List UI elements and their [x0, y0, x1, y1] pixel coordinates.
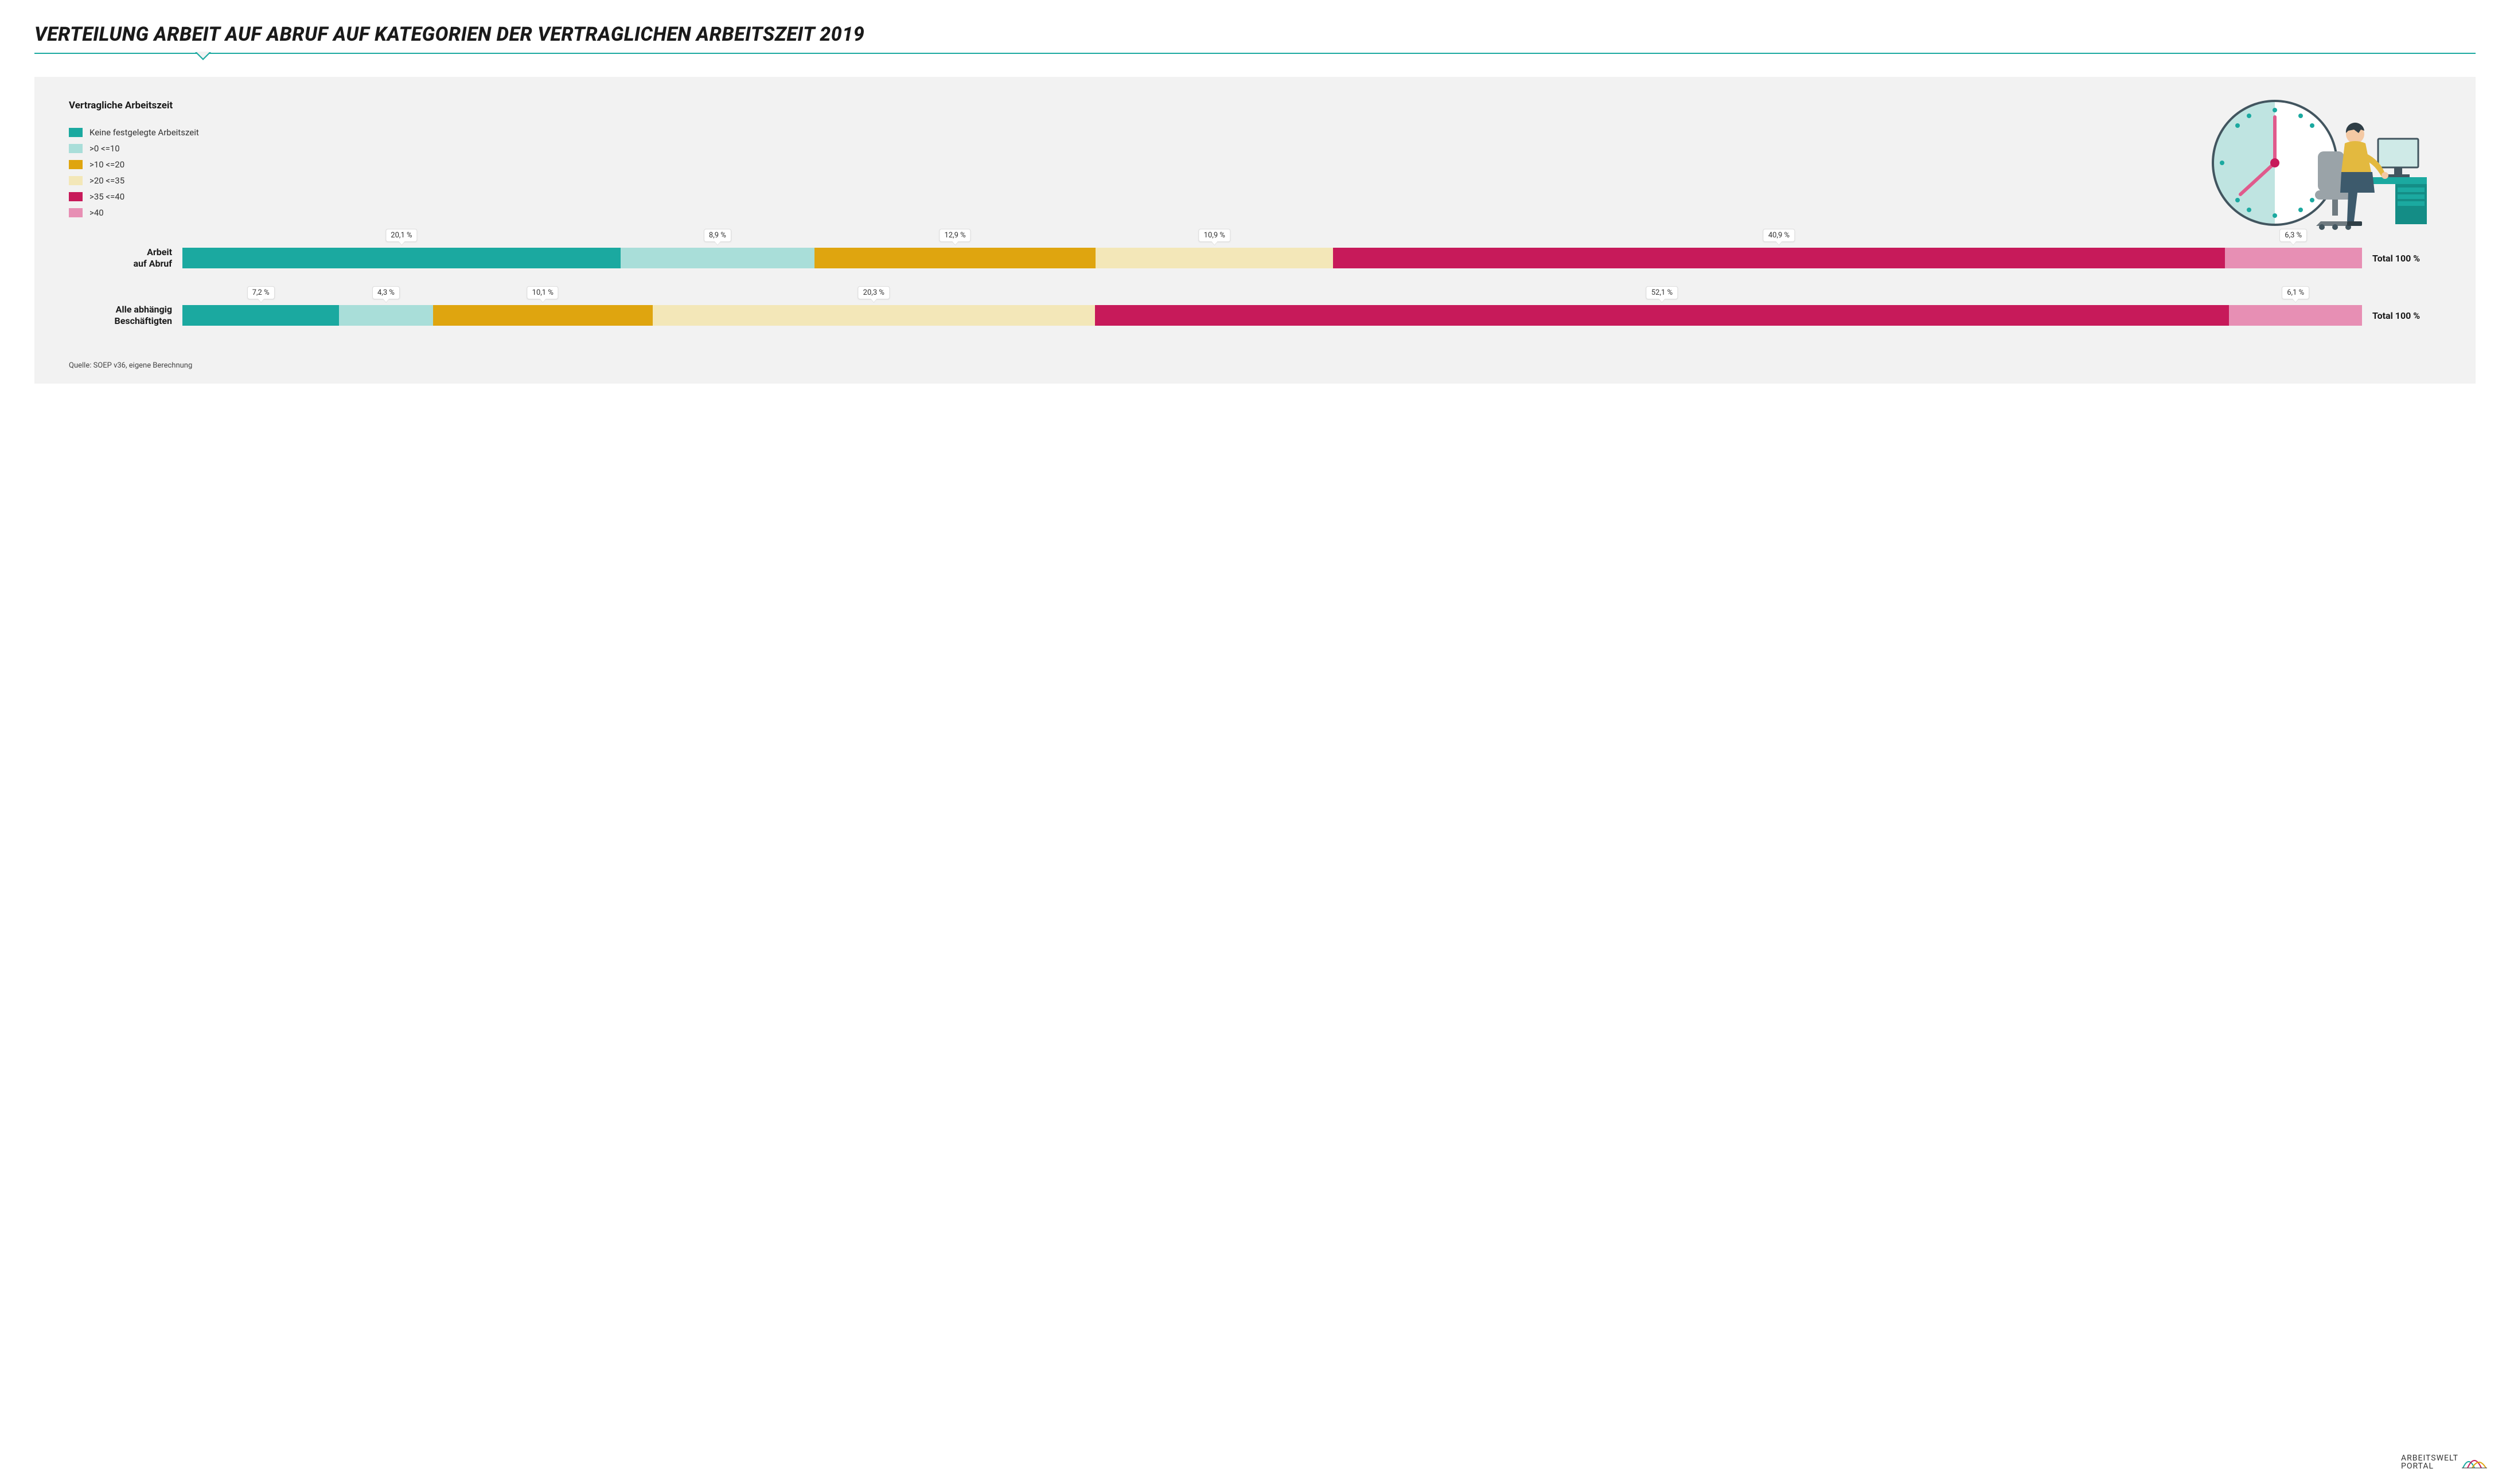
segment-value-label: 7,2 % [247, 286, 275, 299]
chart-panel: Vertragliche Arbeitszeit Keine festgeleg… [34, 77, 2476, 384]
brand-logo: ARBEITSWELT PORTAL [2401, 1454, 2487, 1470]
segment-value-label: 6,3 % [2279, 229, 2307, 242]
bar-track: 20,1 %8,9 %12,9 %10,9 %40,9 %6,3 % [182, 248, 2362, 268]
bar-segment: 10,1 % [433, 305, 653, 326]
bar-segment: 40,9 % [1333, 248, 2224, 268]
legend-label: >40 [89, 208, 104, 218]
source-text: Quelle: SOEP v36, eigene Berechnung [69, 361, 2441, 370]
bar-segment: 8,9 % [621, 248, 814, 268]
segment-value-label: 6,1 % [2282, 286, 2309, 299]
legend-swatch [69, 176, 83, 185]
legend-item: >40 [69, 208, 2441, 218]
bar-segment: 4,3 % [339, 305, 432, 326]
bar-total-label: Total 100 % [2372, 310, 2441, 321]
divider-line [34, 53, 2476, 54]
legend-item: >20 <=35 [69, 175, 2441, 186]
segment-value-label: 20,3 % [858, 286, 890, 299]
bar-total-label: Total 100 % [2372, 253, 2441, 264]
bar-segment: 20,1 % [182, 248, 621, 268]
legend-swatch [69, 160, 83, 169]
segment-value-label: 8,9 % [704, 229, 731, 242]
legend-label: Keine festgelegte Arbeitszeit [89, 127, 199, 138]
bar-row: Arbeitauf Abruf 20,1 %8,9 %12,9 %10,9 %40… [69, 247, 2441, 270]
segment-value-label: 20,1 % [385, 229, 417, 242]
legend-item: Keine festgelegte Arbeitszeit [69, 127, 2441, 138]
legend-label: >35 <=40 [89, 192, 124, 202]
logo-waves-icon [2462, 1454, 2487, 1470]
segment-value-label: 10,1 % [527, 286, 559, 299]
bar-row-label: Alle abhängigBeschäftigten [69, 304, 172, 327]
legend-swatch [69, 144, 83, 153]
bar-row-label: Arbeitauf Abruf [69, 247, 172, 270]
bar-segment: 20,3 % [653, 305, 1095, 326]
legend-swatch [69, 192, 83, 201]
legend-title: Vertragliche Arbeitszeit [69, 100, 2441, 111]
legend-label: >10 <=20 [89, 159, 124, 170]
legend-swatch [69, 128, 83, 137]
stacked-bar-chart: Arbeitauf Abruf 20,1 %8,9 %12,9 %10,9 %40… [69, 247, 2441, 327]
bar-track: 7,2 %4,3 %10,1 %20,3 %52,1 %6,1 % [182, 305, 2362, 326]
bar-segment: 52,1 % [1095, 305, 2230, 326]
legend-label: >0 <=10 [89, 143, 120, 154]
bar-row: Alle abhängigBeschäftigten 7,2 %4,3 %10,1… [69, 304, 2441, 327]
segment-value-label: 40,9 % [1763, 229, 1795, 242]
legend-item: >35 <=40 [69, 192, 2441, 202]
bar-segment: 12,9 % [814, 248, 1096, 268]
logo-line2: PORTAL [2401, 1462, 2458, 1470]
divider-notch-icon [195, 52, 211, 60]
bar-segment: 6,3 % [2225, 248, 2362, 268]
legend-item: >10 <=20 [69, 159, 2441, 170]
logo-line1: ARBEITSWELT [2401, 1454, 2458, 1462]
segment-value-label: 52,1 % [1646, 286, 1678, 299]
bar-segment: 7,2 % [182, 305, 339, 326]
worker-clock-illustration [2189, 88, 2430, 237]
segment-value-label: 12,9 % [939, 229, 971, 242]
segment-value-label: 10,9 % [1199, 229, 1230, 242]
legend-item: >0 <=10 [69, 143, 2441, 154]
divider [34, 53, 2476, 54]
legend-list: Keine festgelegte Arbeitszeit >0 <=10 >10 … [69, 127, 2441, 218]
legend-label: >20 <=35 [89, 175, 124, 186]
segment-value-label: 4,3 % [372, 286, 400, 299]
page-title: VERTEILUNG ARBEIT AUF ABRUF AUF KATEGORI… [34, 23, 2476, 46]
bar-segment: 6,1 % [2229, 305, 2362, 326]
bar-segment: 10,9 % [1096, 248, 1333, 268]
legend-swatch [69, 208, 83, 217]
